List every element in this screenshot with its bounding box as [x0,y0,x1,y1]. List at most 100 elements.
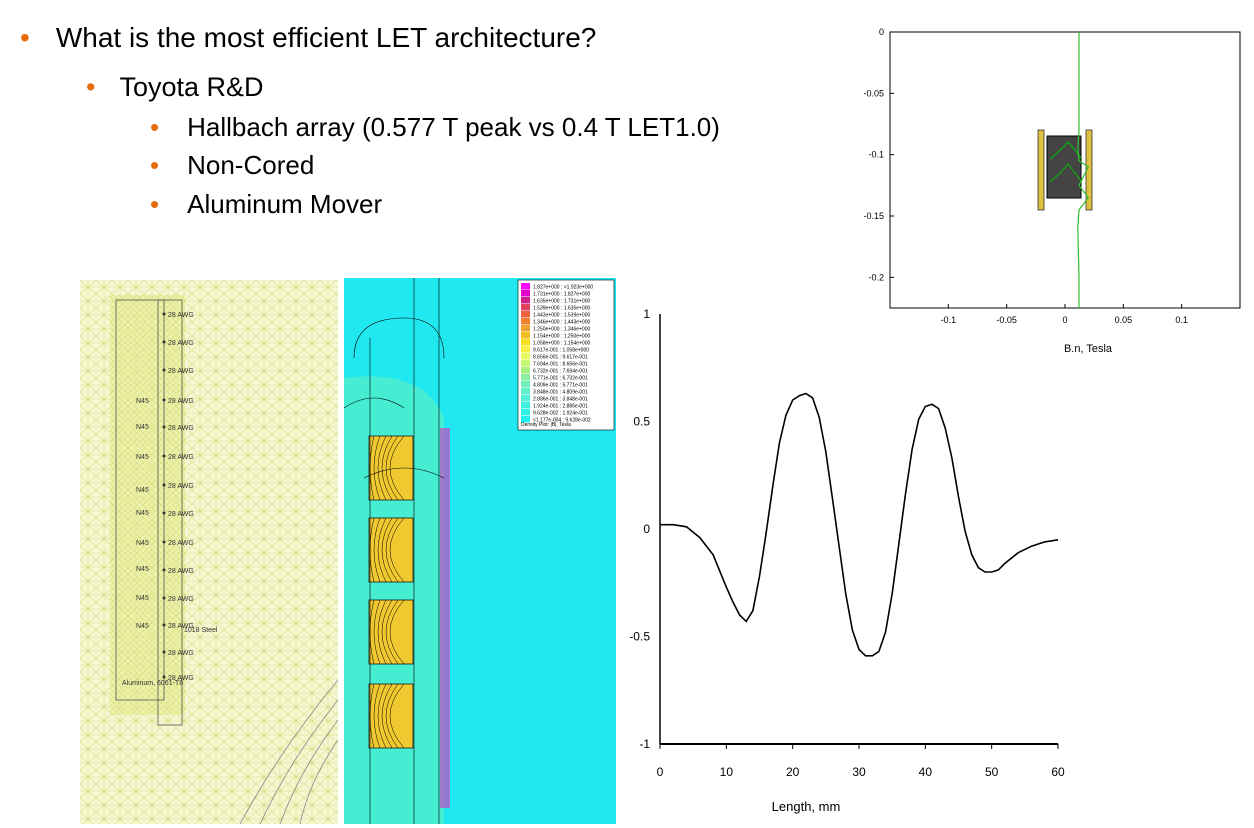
legend-swatch [521,374,530,381]
coil-block [368,683,414,749]
flux-line [373,435,381,501]
label-magnet: N45 [136,623,149,630]
flux-line [373,599,381,665]
legend-swatch [521,346,530,353]
node-point [162,511,166,515]
node-point [162,650,166,654]
flux-line [377,683,387,749]
length-ytick-label: 1 [643,307,650,321]
legend-frame [517,279,615,431]
label-coil: 28 AWG [168,398,194,405]
length-xtick-label: 10 [720,765,734,779]
label-magnet: N45 [136,424,149,431]
bn-xtick-label: 0 [1062,315,1067,325]
flux-line [389,435,405,501]
length-ytick-label: 0.5 [633,415,650,429]
label-coil: 28 AWG [168,483,194,490]
legend-entry: 1.635e+000 : 1.731e+000 [533,299,590,305]
legend-entry: 1.154e+000 : 1.250e+000 [533,334,590,340]
legend-swatch [521,283,530,290]
label-coil: 28 AWG [168,511,194,518]
length-xtick-label: 20 [786,765,800,779]
bn-series-line [1077,32,1090,308]
legend-swatch [521,290,530,297]
flux-line [385,683,399,749]
flux-line [381,683,393,749]
bullet-sub-text: Toyota R&D [119,72,264,102]
legend-swatch [521,353,530,360]
bullet-dot-icon: • [150,112,160,142]
node-point [162,596,166,600]
bullet-dot-icon: • [150,189,160,219]
bullet-item: • Hallbach array (0.577 T peak vs 0.4 T … [150,112,720,143]
legend-caption: Density Plot: |B|, Tesla [521,422,571,428]
label-steel: 1018 Steel [184,627,218,634]
bullet-dot-icon: • [86,72,96,102]
length-xlabel: Length, mm [772,799,841,814]
legend-entry: 6.732e-001 : 7.694e-001 [533,369,588,375]
bullet-dot-icon: • [150,150,160,180]
legend-entry: 1.539e+000 : 1.635e+000 [533,306,590,312]
node-point [162,675,166,679]
length-series-line [660,392,1059,657]
flux-line [381,435,393,501]
length-xtick-label: 50 [985,765,999,779]
flux-line [389,517,405,583]
node-point [162,568,166,572]
label-magnet: N45 [136,540,149,547]
label-aluminum: Aluminum, 6061-T6 [122,680,183,687]
bn-xlabel: B.n, Tesla [1064,343,1113,355]
node-point [162,454,166,458]
node-point [162,398,166,402]
legend-swatch [521,311,530,318]
label-magnet: N45 [136,487,149,494]
coil-block [368,517,414,583]
legend-swatch [521,339,530,346]
node-point [162,312,166,316]
length-ytick-label: 0 [643,522,650,536]
label-magnet: N45 [136,566,149,573]
label-coil: 28 AWG [168,650,194,657]
bn-xtick-label: 0.05 [1115,315,1133,325]
bn-xtick-label: 0.1 [1175,315,1188,325]
label-coil: 28 AWG [168,340,194,347]
bullet-main-text: What is the most efficient LET architect… [55,22,597,53]
length-xtick-label: 40 [919,765,933,779]
flux-line [381,517,393,583]
flux-line [385,435,399,501]
label-coil: 28 AWG [168,623,194,630]
bullet-item: • Aluminum Mover [150,189,382,220]
mover-assembly [1037,129,1093,211]
bullet-item-text: Hallbach array (0.577 T peak vs 0.4 T LE… [187,112,720,142]
bullet-item-text: Aluminum Mover [187,189,383,219]
label-coil: 28 AWG [168,540,194,547]
flux-line [373,517,381,583]
mesh-plot: 28 AWG 28 AWG 28 AWG 28 AWG 28 AWG 28 AWG 28 A… [80,280,338,824]
legend-swatch [521,409,530,416]
flux-line [385,599,399,665]
flux-line [389,683,405,749]
legend-entry: 1.058e+000 : 1.154e+000 [533,341,590,347]
legend-entry: 7.694e-001 : 8.656e-001 [533,362,588,368]
flux-line [381,599,393,665]
legend-swatch [521,332,530,339]
flux-line [377,517,387,583]
flux-line [373,683,381,749]
legend-swatch [521,367,530,374]
length-ytick-label: -1 [639,737,650,751]
node-point [162,483,166,487]
bn-ytick-label: -0.2 [868,272,884,282]
legend-entry: 1.731e+000 : 1.827e+000 [533,292,590,298]
label-coil: 28 AWG [168,425,194,432]
legend-entry: 9.617e-001 : 1.058e+000 [533,348,589,354]
label-coil: 28 AWG [168,312,194,319]
bullet-main: • What is the most efficient LET archite… [20,22,596,54]
length-xtick-label: 60 [1051,765,1065,779]
legend-swatch [521,402,530,409]
bn-chart: -0.1 -0.05 0 0.05 0.1 0 -0.05 -0.1 -0.15 -0.2 B.n… [863,27,1241,355]
legend-entry: 1.443e+000 : 1.539e+000 [533,313,590,319]
legend-swatch [521,360,530,367]
legend-entry: 1.827e+000 : >1.923e+000 [533,285,593,291]
legend-swatch [521,325,530,332]
label-magnet: N45 [136,595,149,602]
